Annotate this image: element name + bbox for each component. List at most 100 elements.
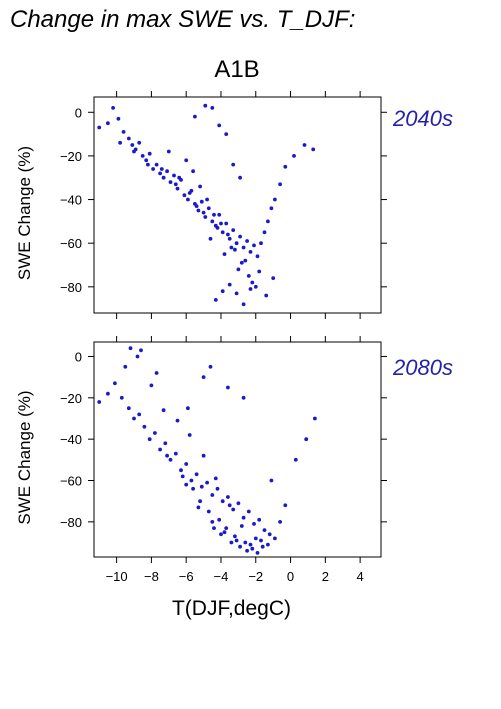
data-point — [231, 228, 236, 233]
data-point — [193, 114, 197, 119]
data-point — [128, 346, 133, 351]
data-point — [311, 147, 316, 152]
page-title: Change in max SWE vs. T_DJF: — [10, 6, 356, 33]
data-point — [283, 503, 288, 508]
data-point — [194, 472, 199, 477]
data-point — [175, 418, 180, 423]
data-point — [229, 540, 234, 545]
data-point — [212, 526, 216, 530]
data-point — [139, 348, 143, 353]
x-tick-label: −4 — [214, 569, 229, 584]
data-point — [210, 493, 215, 497]
data-point — [126, 136, 131, 141]
data-point — [248, 287, 253, 291]
x-tick-label: 4 — [357, 569, 364, 584]
data-point — [119, 395, 124, 400]
data-point — [191, 486, 196, 491]
data-point — [196, 208, 201, 213]
y-tick-label: −80 — [60, 280, 82, 295]
data-point — [219, 532, 223, 537]
data-point — [227, 236, 232, 241]
data-point — [234, 241, 239, 246]
data-point — [266, 542, 270, 547]
data-point — [132, 416, 136, 421]
data-point — [97, 400, 102, 404]
data-point — [253, 284, 258, 289]
x-tick-label: −2 — [248, 569, 263, 584]
data-point — [222, 530, 227, 535]
y-tick-label: −20 — [60, 149, 82, 164]
x-tick-label: 2 — [322, 569, 329, 584]
data-point — [154, 371, 159, 375]
data-point — [259, 538, 263, 543]
data-point — [238, 175, 243, 180]
data-point — [245, 548, 250, 553]
data-point — [215, 226, 220, 230]
data-point — [236, 267, 241, 272]
data-point — [173, 182, 178, 187]
data-point — [266, 219, 270, 224]
data-point — [273, 536, 277, 541]
data-point — [241, 302, 246, 307]
data-point — [238, 544, 243, 549]
data-point — [210, 219, 215, 224]
data-point — [158, 171, 163, 176]
data-point — [217, 123, 222, 128]
data-point — [159, 167, 164, 171]
data-point — [212, 212, 216, 217]
data-point — [219, 221, 223, 226]
data-point — [161, 175, 166, 180]
data-point — [165, 453, 170, 458]
data-point — [246, 274, 251, 278]
data-point — [153, 431, 157, 435]
data-point — [245, 239, 250, 243]
data-point — [206, 509, 211, 514]
data-point — [113, 381, 117, 386]
data-point — [194, 204, 199, 209]
data-point — [121, 130, 126, 134]
data-point — [154, 162, 159, 167]
data-point — [116, 116, 121, 121]
data-point — [250, 546, 255, 551]
data-point — [313, 416, 317, 421]
data-point — [198, 499, 203, 504]
data-point — [151, 167, 156, 171]
plot-frame — [93, 341, 382, 558]
x-axis-label: T(DJF,degC) — [172, 597, 291, 620]
data-point — [179, 468, 183, 473]
data-point — [278, 182, 282, 187]
data-point — [199, 484, 204, 489]
data-point — [205, 197, 210, 202]
data-point — [250, 280, 255, 285]
data-point — [184, 462, 189, 466]
data-point — [135, 354, 140, 359]
data-point — [255, 254, 260, 259]
data-point — [201, 375, 206, 379]
data-point — [147, 437, 152, 442]
data-point — [304, 437, 309, 442]
data-point — [132, 149, 136, 154]
data-point — [248, 250, 253, 254]
data-point — [147, 151, 152, 156]
data-point — [231, 507, 236, 512]
data-point — [165, 169, 170, 174]
data-point — [177, 175, 182, 180]
data-point — [269, 206, 274, 211]
data-point — [252, 243, 256, 248]
data-point — [220, 230, 225, 235]
data-point — [187, 191, 192, 195]
y-tick-label: −60 — [60, 474, 82, 489]
period-label: 2040s — [392, 106, 453, 131]
data-point — [264, 293, 269, 298]
data-point — [201, 453, 206, 458]
data-point — [123, 364, 128, 369]
data-point — [173, 451, 178, 456]
y-axis-label: SWE Change (%) — [15, 390, 34, 524]
data-point — [189, 478, 194, 483]
y-tick-label: −80 — [60, 515, 82, 530]
period-label: 2080s — [392, 355, 453, 380]
data-point — [106, 391, 110, 396]
data-point — [278, 520, 282, 524]
data-point — [292, 154, 296, 158]
data-point — [146, 162, 150, 167]
